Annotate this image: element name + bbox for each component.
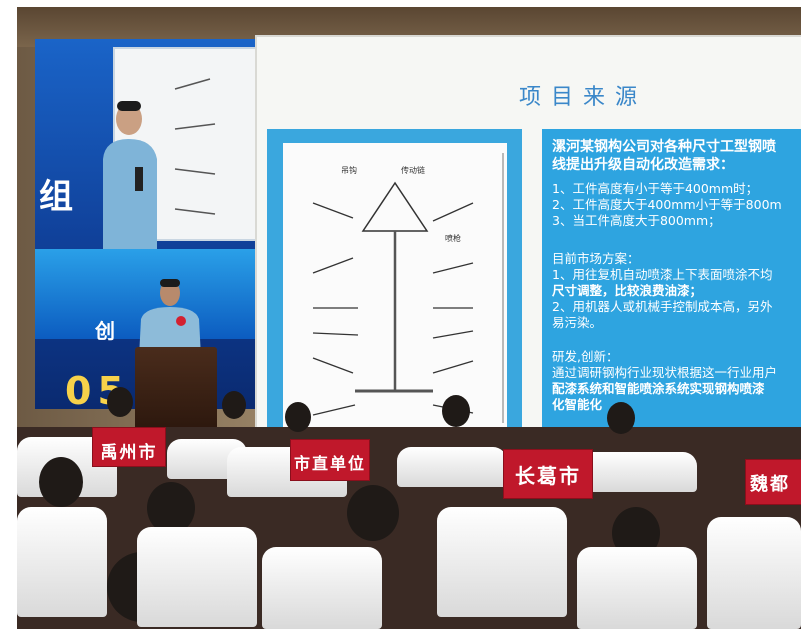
slide-line: 目前市场方案： <box>552 251 640 266</box>
placard-yuzhou: 禹州市 <box>92 427 166 467</box>
slide-right-panel: 漯河某钢构公司对各种尺寸工型钢喷 线提出升级自动化改造需求： 1、工件高度有小于… <box>542 129 801 459</box>
slide-line: 研发,创新： <box>552 349 619 364</box>
conference-photo: 组 创 05 项目来源 <box>17 7 801 629</box>
podium <box>135 347 217 437</box>
chair <box>577 547 697 629</box>
slide-line: 线提出升级自动化改造需求： <box>552 157 734 173</box>
chair <box>577 452 697 492</box>
placard-changge: 长葛市 <box>503 449 593 499</box>
chair <box>437 507 567 617</box>
chair <box>17 507 107 617</box>
slide-line: 尺寸调整，比较浪费油漆； <box>552 283 703 298</box>
slide-line: 配漆系统和智能喷涂系统实现钢构喷漆 <box>552 381 765 396</box>
projection-screen: 项目来源 <box>257 37 801 467</box>
inset-arrows <box>174 78 216 215</box>
slide-line: 3、当工件高度大于800mm； <box>552 213 721 228</box>
audience-head <box>39 457 83 507</box>
placard-weidu: 魏都 <box>745 459 801 505</box>
presenter-on-screen <box>103 101 157 249</box>
technical-drawing: 吊钩 传动链 喷枪 <box>283 143 507 433</box>
chair <box>137 527 257 627</box>
audience-head <box>222 391 246 419</box>
audience-head <box>107 387 133 417</box>
audience-head <box>147 482 195 534</box>
slide-line: 2、工件高度大于400mm小于等于800m <box>552 197 782 212</box>
slide-line: 通过调研钢构行业现状根据这一行业用户 <box>552 365 778 380</box>
led-text-chuang: 创 <box>95 319 125 343</box>
slide-title: 项目来源 <box>519 85 648 110</box>
chair <box>262 547 382 629</box>
drawing-diagram: 吊钩 传动链 喷枪 <box>312 153 504 423</box>
drawing-label-gun: 喷枪 <box>445 233 461 243</box>
slide-line: 1、用往复机自动喷漆上下表面喷涂不均 <box>552 267 773 282</box>
led-screen: 组 创 05 <box>35 39 257 409</box>
drawing-label-hook: 吊钩 <box>341 165 357 175</box>
speaker <box>139 279 201 357</box>
slide-line: 1、工件高度有小于等于400mm时； <box>552 181 759 196</box>
slide-line: 易污染。 <box>552 315 603 330</box>
drawing-label-chain: 传动链 <box>401 165 425 175</box>
placard-shizhi: 市直单位 <box>290 439 370 481</box>
chair <box>397 447 507 487</box>
audience-head <box>442 395 470 427</box>
led-text-zu: 组 <box>39 177 73 217</box>
slide-line: 化智能化 <box>552 397 603 412</box>
slide-line: 漯河某钢构公司对各种尺寸工型钢喷 <box>552 139 776 155</box>
audience-head <box>607 402 635 434</box>
audience-head <box>347 485 399 541</box>
slide-line: 2、用机器人或机械手控制成本高，另外 <box>552 299 773 314</box>
chair <box>707 517 801 629</box>
slide-left-panel: 吊钩 传动链 喷枪 <box>267 129 522 459</box>
audience-head <box>285 402 311 432</box>
